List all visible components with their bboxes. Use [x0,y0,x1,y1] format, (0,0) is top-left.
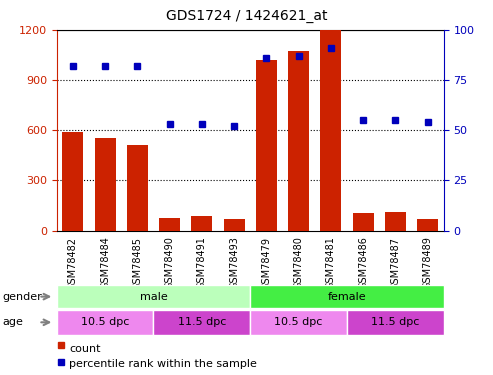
Bar [127,146,148,231]
Text: GSM78493: GSM78493 [229,237,239,290]
Bar [256,60,277,231]
Text: GSM78487: GSM78487 [390,237,400,290]
Text: 11.5 dpc: 11.5 dpc [177,317,226,327]
Text: GSM78490: GSM78490 [165,237,175,290]
Bar [191,216,212,231]
Text: age: age [2,317,23,327]
Text: male: male [140,292,167,302]
Text: GSM78491: GSM78491 [197,237,207,290]
Text: female: female [328,292,366,302]
Bar [288,51,309,231]
Bar [159,218,180,231]
Text: GSM78485: GSM78485 [132,237,142,290]
Text: GSM78482: GSM78482 [68,237,78,290]
Text: percentile rank within the sample: percentile rank within the sample [69,359,257,369]
Text: GSM78489: GSM78489 [423,237,432,290]
Text: GSM78480: GSM78480 [293,237,304,290]
Text: GSM78479: GSM78479 [261,237,271,290]
Bar [347,310,444,334]
Bar [352,213,374,231]
Text: gender: gender [2,292,42,302]
Text: 11.5 dpc: 11.5 dpc [371,317,420,327]
Bar [95,138,115,231]
Text: count: count [69,345,101,354]
Bar [320,30,341,231]
Text: GSM78486: GSM78486 [358,237,368,290]
Bar [57,310,153,334]
Bar [224,219,245,231]
Bar [62,132,83,231]
Text: 10.5 dpc: 10.5 dpc [81,317,129,327]
Text: GSM78484: GSM78484 [100,237,110,290]
Bar [57,285,250,308]
Bar [417,219,438,231]
Text: GSM78481: GSM78481 [326,237,336,290]
Bar [385,212,406,231]
Bar [153,310,250,334]
Bar [250,285,444,308]
Text: GDS1724 / 1424621_at: GDS1724 / 1424621_at [166,9,327,23]
Text: 10.5 dpc: 10.5 dpc [275,317,323,327]
Bar [250,310,347,334]
